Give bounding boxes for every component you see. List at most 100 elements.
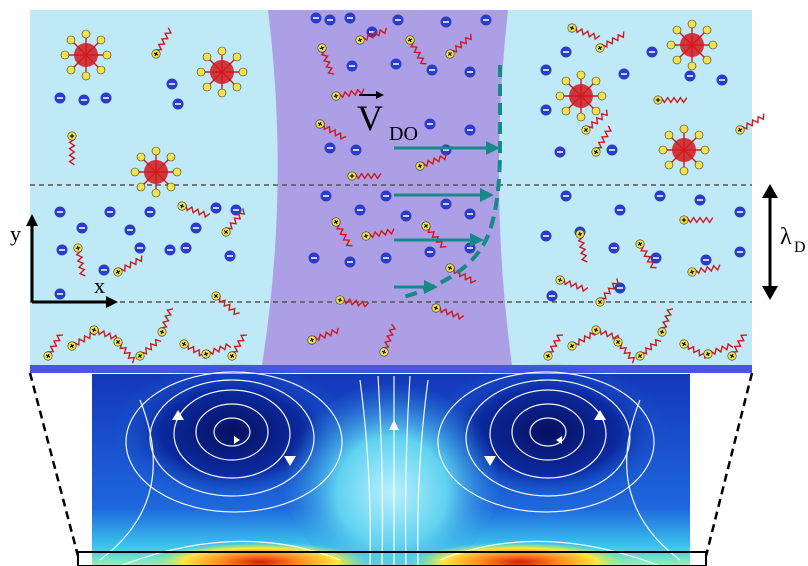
minus-ion-icon <box>614 282 626 294</box>
minus-ion-icon <box>124 224 136 236</box>
zigzag-chain-icon <box>335 295 370 309</box>
minus-ion-icon <box>54 288 66 300</box>
zigzag-chain-icon <box>157 308 174 337</box>
minus-ion-icon <box>210 202 222 214</box>
minus-ion-icon <box>324 142 336 154</box>
micelle-icon <box>130 146 182 198</box>
y-axis-label: y <box>10 221 21 246</box>
zigzag-chain-icon <box>347 171 382 181</box>
minus-ion-icon <box>400 210 412 222</box>
velocity-symbol: V <box>357 98 383 138</box>
zigzag-chain-icon <box>315 119 347 140</box>
negative-ions <box>54 12 746 302</box>
zigzag-chain-icon <box>555 275 589 293</box>
minus-ion-icon <box>78 94 90 106</box>
minus-ion-icon <box>424 118 436 130</box>
minus-ion-icon <box>426 64 438 76</box>
hot-spot-right <box>410 542 630 566</box>
velocity-profile-curve <box>399 65 502 300</box>
minus-ion-icon <box>320 190 332 202</box>
zigzag-chain-icon <box>595 278 620 307</box>
zigzag-chain-icon <box>657 308 674 337</box>
zigzag-chain-icon <box>331 88 365 101</box>
zigzag-chain-icon <box>653 95 688 105</box>
zigzag-chain-icon <box>177 201 211 219</box>
minus-ion-icon <box>540 104 552 116</box>
minus-ion-icon <box>654 190 666 202</box>
minus-ion-icon <box>464 208 476 220</box>
minus-ion-icon <box>104 206 116 218</box>
micelle-icon <box>196 46 248 98</box>
minus-ion-icon <box>100 92 112 104</box>
zigzag-chain-icon <box>379 323 397 357</box>
zigzag-chain-icon <box>355 27 387 45</box>
zigzag-chain-icon <box>67 331 96 351</box>
zigzag-chain-icon <box>201 342 232 359</box>
minus-ion-icon <box>390 58 402 70</box>
minus-ion-icon <box>98 264 110 276</box>
zigzag-chain-icon <box>113 337 136 364</box>
zigzag-chain-icon <box>421 221 447 248</box>
x-arrowhead <box>106 296 118 308</box>
micelle-icon <box>658 124 710 176</box>
debye-symbol: λ <box>780 224 792 250</box>
minus-ion-icon <box>540 230 552 242</box>
minus-ion-icon <box>346 60 358 72</box>
minus-ion-icon <box>716 74 728 86</box>
minus-ion-icon <box>350 144 362 156</box>
y-arrowhead <box>26 214 38 226</box>
zigzag-chain-icon <box>361 228 395 241</box>
coordinate-axes: y x <box>10 214 118 308</box>
micelle-icon <box>666 19 718 71</box>
zoom-guide-left <box>28 372 80 557</box>
minus-ion-icon <box>54 206 66 218</box>
minus-ion-icon <box>134 242 146 254</box>
zigzag-chain-icon <box>445 263 477 284</box>
velocity-profile <box>394 65 502 300</box>
minus-ion-icon <box>684 70 696 82</box>
minus-ion-icon <box>164 244 176 256</box>
zigzag-chain-icon <box>543 334 563 361</box>
top-panel: V DO y x λ D <box>10 10 806 373</box>
minus-ion-icon <box>618 68 630 80</box>
minus-ion-icon <box>608 242 620 254</box>
zigzag-chain-icon <box>567 23 601 41</box>
zigzag-chain-icon <box>575 229 588 263</box>
minus-ion-icon <box>172 98 184 110</box>
minus-ion-icon <box>560 190 572 202</box>
zigzag-chain-icon <box>613 337 636 364</box>
minus-ion-icon <box>310 12 322 24</box>
x-axis-label: x <box>94 273 105 298</box>
zigzag-chain-icon <box>405 35 427 65</box>
minus-ion-icon <box>700 254 712 266</box>
zigzag-chain-icon <box>635 338 662 361</box>
minus-ion-icon <box>144 206 156 218</box>
minus-ion-icon <box>56 244 68 256</box>
zigzag-chain-icon <box>43 334 63 361</box>
micelle-icon <box>555 70 607 122</box>
micelle-icon <box>60 29 112 81</box>
minus-ion-icon <box>54 92 66 104</box>
zigzag-chain-icon <box>445 33 472 59</box>
minus-ion-icon <box>424 246 436 258</box>
minus-ion-icon <box>614 204 626 216</box>
minus-ion-icon <box>308 252 320 264</box>
minus-ion-icon <box>480 14 492 26</box>
surfactant-chains <box>43 23 765 364</box>
minus-ion-icon <box>650 252 662 264</box>
zigzag-chain-icon <box>221 208 246 237</box>
center-upflow <box>282 360 502 566</box>
zigzag-chain-icon <box>73 243 86 277</box>
micro-channel <box>262 10 512 365</box>
minus-ion-icon <box>76 222 88 234</box>
velocity-arrowhead <box>470 233 484 247</box>
flow-field-panel <box>28 360 754 566</box>
zoom-guide-right <box>704 372 754 557</box>
zigzag-chain-icon <box>595 31 625 53</box>
velocity-label: V DO <box>357 91 418 145</box>
minus-ion-icon <box>734 206 746 218</box>
zigzag-chain-icon <box>67 131 77 166</box>
minus-ion-icon <box>464 66 476 78</box>
vector-arrowhead <box>376 91 384 99</box>
